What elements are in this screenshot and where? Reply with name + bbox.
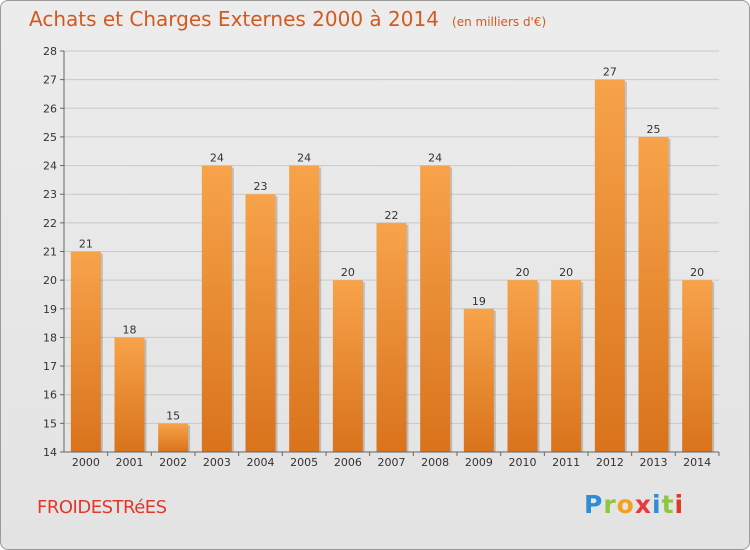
x-tick-label: 2006 [334,456,362,469]
bar [638,136,669,452]
x-tick-label: 2001 [116,456,144,469]
data-label: 18 [123,323,137,336]
logo-letter: o [616,490,635,519]
x-tick-label: 2008 [421,456,449,469]
bar [245,194,276,452]
logo-letter: x [634,490,652,519]
commune-name: FROIDESTRéES [37,497,167,518]
x-tick-label: 2002 [159,456,187,469]
y-tick-label: 16 [43,389,57,402]
y-tick-label: 15 [43,417,57,430]
logo-letter: P [584,490,604,519]
logo-letter: r [603,490,617,519]
x-tick-label: 2007 [378,456,406,469]
data-label: 20 [559,266,573,279]
x-tick-label: 2000 [72,456,100,469]
bar [376,222,407,452]
x-tick-label: 2011 [552,456,580,469]
x-tick-label: 2012 [596,456,624,469]
bar [682,280,713,452]
data-label: 20 [516,266,530,279]
y-tick-label: 14 [43,446,57,459]
y-tick-label: 25 [43,131,57,144]
y-tick-label: 26 [43,102,57,115]
y-tick-label: 24 [43,160,57,173]
data-label: 24 [210,152,224,165]
y-tick-label: 27 [43,74,57,87]
y-tick-label: 18 [43,331,57,344]
data-label: 27 [603,66,617,79]
bar [420,165,451,453]
y-tick-label: 17 [43,360,57,373]
proxiti-logo-icon: Proxiti [584,490,684,519]
y-tick-label: 21 [43,246,57,259]
x-tick-label: 2003 [203,456,231,469]
data-label: 25 [647,123,661,136]
x-tick-label: 2014 [683,456,711,469]
x-tick-label: 2004 [247,456,275,469]
bar [70,251,101,452]
y-tick-label: 28 [43,45,57,58]
bar [507,280,538,452]
data-label: 24 [297,152,311,165]
data-label: 15 [166,409,180,422]
logo-letter: i [674,490,685,519]
title-row: Achats et Charges Externes 2000 à 2014 (… [29,7,546,31]
data-label: 23 [254,180,268,193]
data-label: 21 [79,238,93,251]
x-tick-label: 2010 [509,456,537,469]
y-tick-label: 20 [43,274,57,287]
y-tick-label: 23 [43,188,57,201]
x-tick-label: 2013 [640,456,668,469]
chart-title: Achats et Charges Externes 2000 à 2014 [29,7,439,31]
x-tick-label: 2005 [290,456,318,469]
bar [332,280,363,452]
x-tick-label: 2009 [465,456,493,469]
y-tick-label: 19 [43,303,57,316]
data-label: 24 [428,152,442,165]
data-label: 22 [385,209,399,222]
logo-letter: t [661,490,675,519]
bar [158,423,189,452]
bar [594,79,625,453]
data-label: 19 [472,295,486,308]
logo-letter: i [652,490,662,519]
bar [463,308,494,452]
bar [114,337,145,452]
bar [289,165,320,453]
y-tick-label: 22 [43,217,57,230]
bar [551,280,582,452]
chart-unit: (en milliers d'€) [452,15,547,29]
data-label: 20 [690,266,704,279]
bar [201,165,232,453]
data-label: 20 [341,266,355,279]
